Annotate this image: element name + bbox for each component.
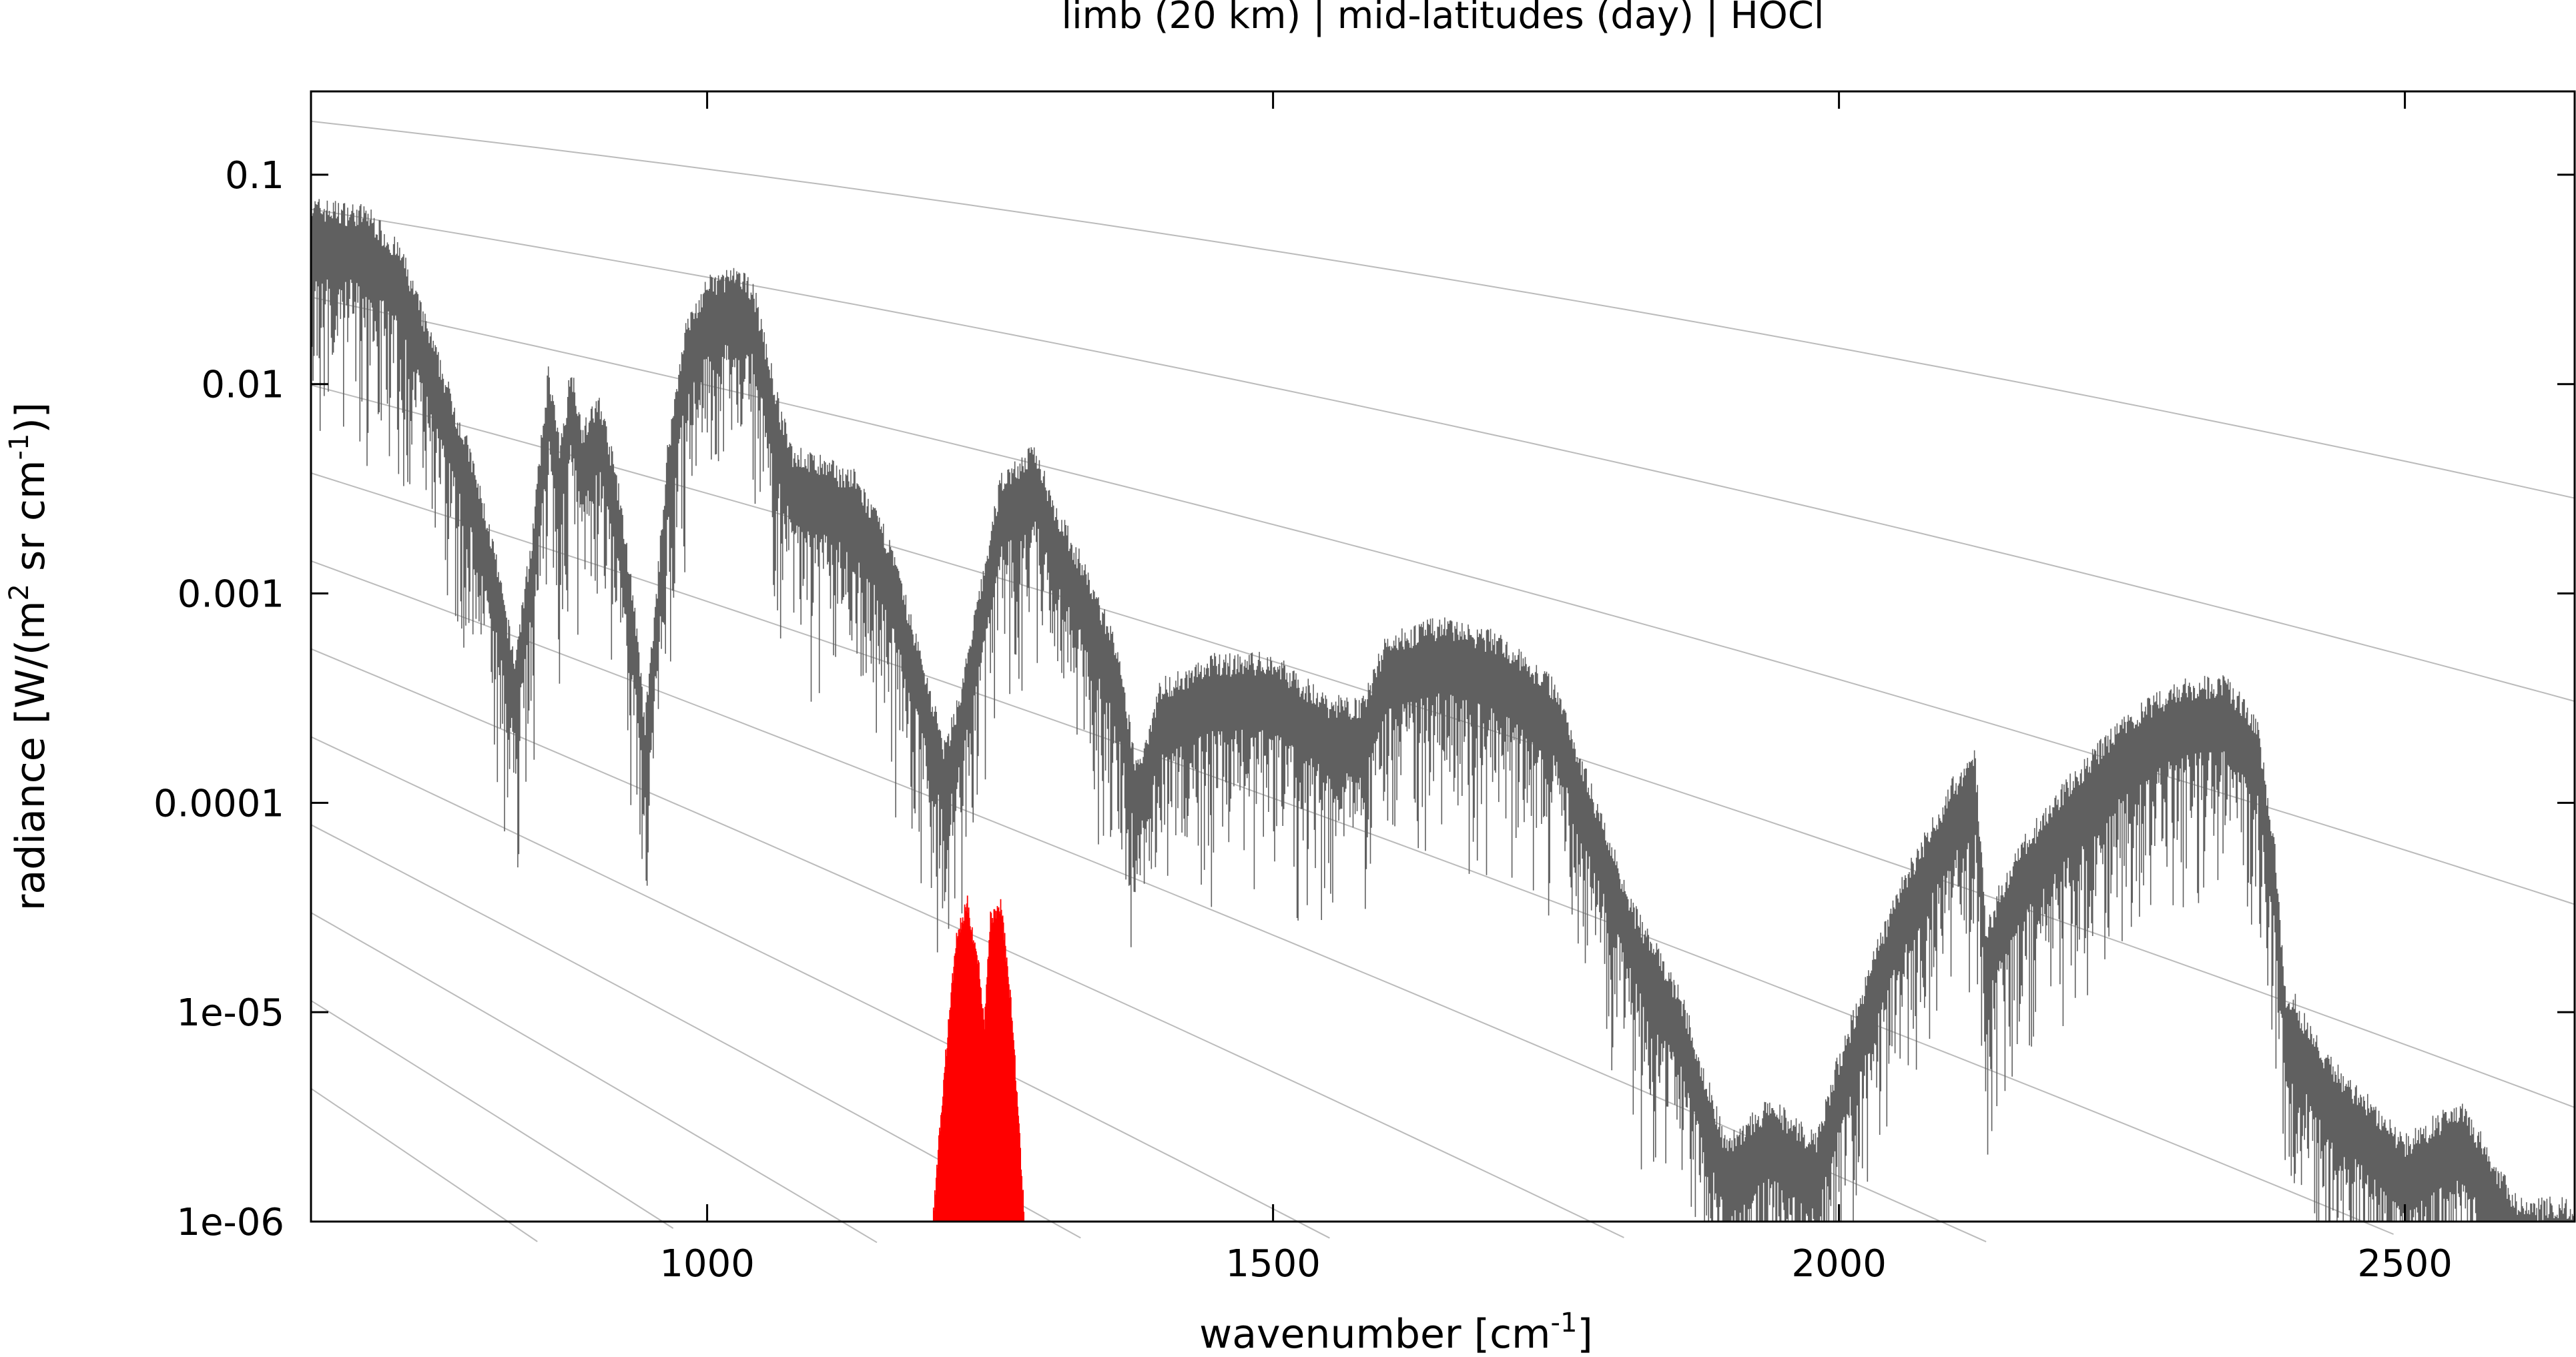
- hocl-series: [932, 895, 1024, 1222]
- reference-curve: [310, 120, 2575, 499]
- chart-title: limb (20 km) | mid-latitudes (day) | HOC…: [1062, 0, 1825, 37]
- reference-curve: [310, 736, 1330, 1239]
- y-tick-label: 0.0001: [153, 782, 284, 825]
- y-tick-label: 0.01: [201, 364, 284, 407]
- y-axis-label: radiance [W/(m2 sr cm-1)]: [4, 402, 54, 911]
- reference-curve: [310, 999, 674, 1229]
- reference-curve: [310, 208, 2575, 703]
- spectrum-series: [310, 199, 2575, 1222]
- x-axis-label-end: ]: [1577, 1311, 1592, 1357]
- reference-curve: [310, 912, 878, 1244]
- y-tick-label: 0.1: [225, 154, 284, 197]
- x-axis-label-sup: -1: [1551, 1308, 1578, 1338]
- x-tick-label: 1500: [1225, 1242, 1321, 1286]
- x-axis: 1000 1500 2000 2500: [659, 91, 2453, 1286]
- x-tick-label: 2500: [2357, 1242, 2453, 1286]
- plot-frame: [310, 90, 2576, 1223]
- reference-curve: [310, 1087, 538, 1242]
- y-axis-label-main: radiance [W/(m: [7, 600, 54, 911]
- x-tick-label: 2000: [1791, 1242, 1887, 1286]
- reference-curve: [310, 296, 2575, 905]
- y-axis-label-sup2: -1: [4, 434, 35, 460]
- hocl-line: [932, 895, 1024, 1222]
- y-axis: 0.1 0.01 0.001 0.0001 1e-05 1e-06: [153, 154, 2575, 1244]
- y-axis-label-mid: sr cm: [7, 460, 54, 584]
- y-axis-label-end: )]: [7, 402, 54, 434]
- y-tick-label: 0.001: [178, 573, 284, 616]
- x-axis-label: wavenumber [cm-1]: [1199, 1308, 1593, 1357]
- spectrum-line: [310, 199, 2575, 1222]
- y-axis-label-sup1: 2: [4, 584, 35, 600]
- x-tick-label: 1000: [659, 1242, 755, 1286]
- y-tick-label: 1e-05: [176, 991, 284, 1035]
- y-tick-label: 1e-06: [176, 1201, 284, 1244]
- x-axis-label-main: wavenumber [cm: [1199, 1311, 1550, 1357]
